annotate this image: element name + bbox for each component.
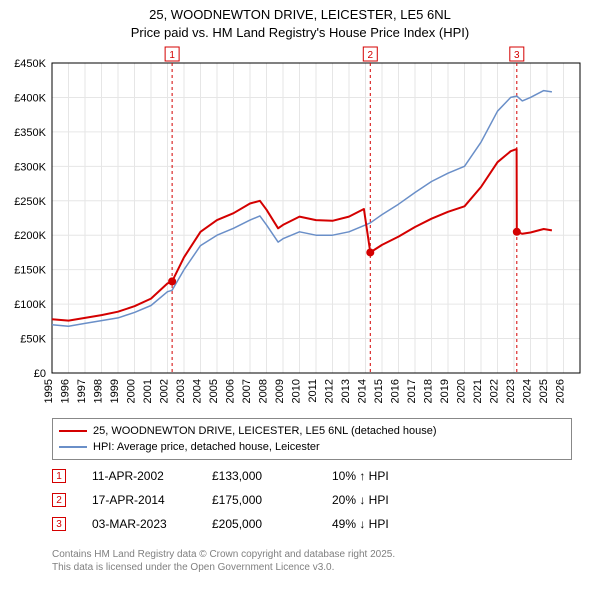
svg-text:2017: 2017	[406, 379, 418, 403]
svg-text:1998: 1998	[93, 379, 105, 403]
svg-text:2001: 2001	[142, 379, 154, 403]
chart-title: 25, WOODNEWTON DRIVE, LEICESTER, LE5 6NL…	[0, 0, 600, 45]
chart-svg: £0 £50K £100K £150K £200K £250K £300K £350K £400…	[0, 45, 600, 415]
svg-text:2026: 2026	[555, 379, 567, 403]
sale-price: £205,000	[212, 517, 332, 531]
svg-text:1995: 1995	[43, 379, 55, 403]
svg-text:2019: 2019	[439, 379, 451, 403]
sale-price: £175,000	[212, 493, 332, 507]
legend-label: HPI: Average price, detached house, Leic…	[93, 441, 320, 453]
sales-table: 1 11-APR-2002£133,00010% ↑ HPI 2 17-APR-201…	[52, 464, 572, 536]
svg-text:2014: 2014	[357, 379, 369, 403]
sale-price: £133,000	[212, 469, 332, 483]
svg-text:3: 3	[514, 50, 520, 61]
legend-swatch	[59, 446, 87, 448]
sale-date: 11-APR-2002	[92, 469, 212, 483]
svg-text:2015: 2015	[373, 379, 385, 403]
svg-text:2021: 2021	[472, 379, 484, 403]
sale-row: 1 11-APR-2002£133,00010% ↑ HPI	[52, 464, 572, 488]
sale-delta: 49% ↓ HPI	[332, 517, 452, 531]
svg-text:2000: 2000	[126, 379, 138, 403]
svg-text:2003: 2003	[175, 379, 187, 403]
svg-text:£100K: £100K	[14, 299, 46, 311]
svg-text:2020: 2020	[456, 379, 468, 403]
sale-date: 17-APR-2014	[92, 493, 212, 507]
sale-date: 03-MAR-2023	[92, 517, 212, 531]
svg-text:2009: 2009	[274, 379, 286, 403]
svg-text:2: 2	[368, 50, 374, 61]
svg-text:2023: 2023	[505, 379, 517, 403]
svg-text:£350K: £350K	[14, 127, 46, 139]
footer: Contains HM Land Registry data © Crown c…	[52, 548, 395, 574]
svg-text:£0: £0	[34, 368, 46, 380]
svg-text:2006: 2006	[225, 379, 237, 403]
sale-marker: 1	[52, 469, 66, 483]
sale-row: 2 17-APR-2014£175,00020% ↓ HPI	[52, 488, 572, 512]
legend: 25, WOODNEWTON DRIVE, LEICESTER, LE5 6NL…	[52, 418, 572, 460]
svg-text:2025: 2025	[538, 379, 550, 403]
svg-text:2013: 2013	[340, 379, 352, 403]
svg-text:2008: 2008	[258, 379, 270, 403]
svg-text:£300K: £300K	[14, 161, 46, 173]
svg-text:£250K: £250K	[14, 196, 46, 208]
svg-text:1: 1	[169, 50, 175, 61]
svg-text:2005: 2005	[208, 379, 220, 403]
svg-text:2024: 2024	[522, 379, 534, 403]
legend-row: HPI: Average price, detached house, Leic…	[59, 439, 565, 455]
title-line1: 25, WOODNEWTON DRIVE, LEICESTER, LE5 6NL	[0, 6, 600, 24]
svg-text:2010: 2010	[291, 379, 303, 403]
legend-label: 25, WOODNEWTON DRIVE, LEICESTER, LE5 6NL…	[93, 425, 437, 437]
svg-text:1996: 1996	[60, 379, 72, 403]
legend-swatch	[59, 430, 87, 432]
chart: £0 £50K £100K £150K £200K £250K £300K £350K £400…	[0, 45, 600, 415]
svg-text:£150K: £150K	[14, 265, 46, 277]
svg-text:2022: 2022	[489, 379, 501, 403]
footer-line1: Contains HM Land Registry data © Crown c…	[52, 548, 395, 561]
svg-text:1997: 1997	[76, 379, 88, 403]
sale-delta: 20% ↓ HPI	[332, 493, 452, 507]
sale-marker: 2	[52, 493, 66, 507]
svg-text:£450K: £450K	[14, 58, 46, 70]
legend-row: 25, WOODNEWTON DRIVE, LEICESTER, LE5 6NL…	[59, 423, 565, 439]
svg-text:2007: 2007	[241, 379, 253, 403]
svg-text:2002: 2002	[159, 379, 171, 403]
svg-text:2016: 2016	[390, 379, 402, 403]
svg-text:£200K: £200K	[14, 230, 46, 242]
sale-delta: 10% ↑ HPI	[332, 469, 452, 483]
svg-text:2012: 2012	[324, 379, 336, 403]
sale-marker: 3	[52, 517, 66, 531]
svg-text:£50K: £50K	[20, 334, 46, 346]
svg-text:2011: 2011	[307, 379, 319, 403]
footer-line2: This data is licensed under the Open Gov…	[52, 561, 395, 574]
title-line2: Price paid vs. HM Land Registry's House …	[0, 24, 600, 42]
svg-text:2004: 2004	[192, 379, 204, 403]
svg-text:1999: 1999	[109, 379, 121, 403]
svg-text:£400K: £400K	[14, 93, 46, 105]
svg-text:2018: 2018	[423, 379, 435, 403]
sale-row: 3 03-MAR-2023£205,00049% ↓ HPI	[52, 512, 572, 536]
